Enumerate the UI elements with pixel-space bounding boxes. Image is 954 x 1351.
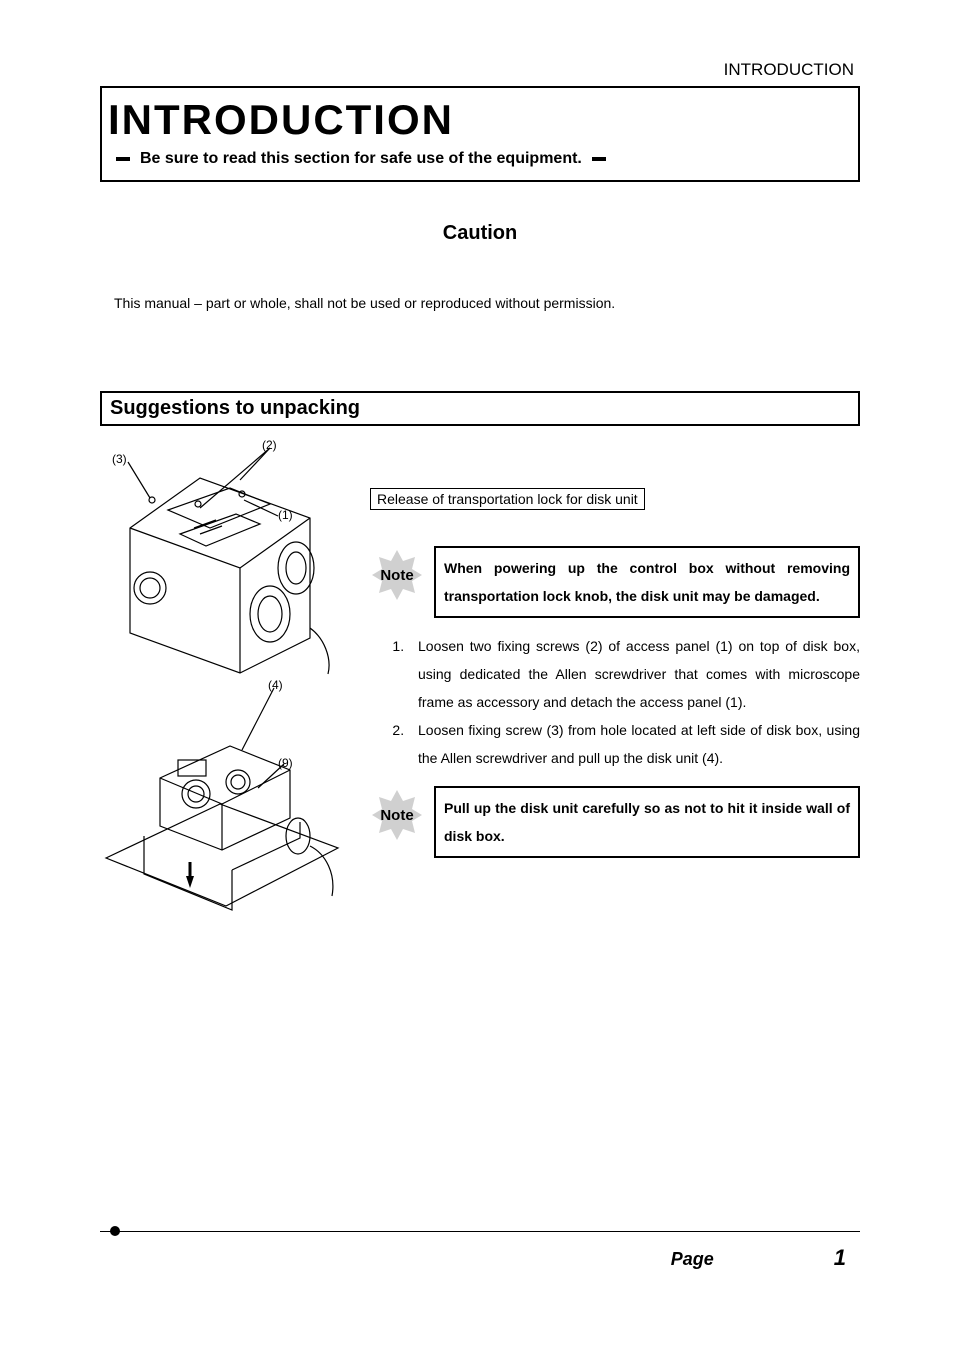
figures-column: (2) (3) (1): [100, 438, 350, 918]
note-badge-icon: Note: [370, 548, 424, 602]
step-2: Loosen fixing screw (3) from hole locate…: [408, 716, 860, 772]
fig1-label-2: (2): [262, 438, 277, 452]
running-header: INTRODUCTION: [100, 60, 860, 80]
fig2-label-9: (9): [278, 756, 293, 770]
fig1-label-3: (3): [112, 452, 127, 466]
figure-1: (2) (3) (1): [100, 438, 340, 678]
safety-instruction-row: Be sure to read this section for safe us…: [108, 150, 852, 168]
note-1: Note When powering up the control box wi…: [370, 546, 860, 618]
note-badge-label: Note: [370, 788, 424, 842]
subheading-release-lock: Release of transportation lock for disk …: [370, 488, 645, 510]
fig2-label-4: (4): [268, 678, 283, 692]
step-1: Loosen two fixing screws (2) of access p…: [408, 632, 860, 716]
footer-rule: [100, 1231, 860, 1232]
copyright-notice: This manual – part or whole, shall not b…: [114, 295, 860, 311]
safety-instruction: Be sure to read this section for safe us…: [140, 150, 582, 168]
footer-page-label: Page: [671, 1249, 714, 1270]
disk-box-top-illustration: [100, 438, 340, 678]
caution-heading: Caution: [100, 222, 860, 245]
note-badge-label: Note: [370, 548, 424, 602]
footer-bullet-icon: [110, 1226, 120, 1236]
note-badge-icon: Note: [370, 788, 424, 842]
figure-2: (4) (9): [100, 678, 340, 918]
page-footer: Page 1: [100, 1231, 860, 1271]
note-2-text: Pull up the disk unit carefully so as no…: [434, 786, 860, 858]
dash-icon: [592, 157, 606, 161]
disk-unit-lift-illustration: [100, 678, 340, 918]
text-column: Release of transportation lock for disk …: [370, 438, 860, 918]
title-box: INTRODUCTION Be sure to read this sectio…: [100, 86, 860, 182]
note-1-text: When powering up the control box without…: [434, 546, 860, 618]
footer-page-number: 1: [834, 1245, 846, 1271]
dash-icon: [116, 157, 130, 161]
steps-list: Loosen two fixing screws (2) of access p…: [370, 632, 860, 772]
section-heading: Suggestions to unpacking: [100, 391, 860, 426]
page-title: INTRODUCTION: [108, 96, 852, 144]
fig1-label-1: (1): [278, 508, 293, 522]
note-2: Note Pull up the disk unit carefully so …: [370, 786, 860, 858]
content-row: (2) (3) (1): [100, 438, 860, 918]
